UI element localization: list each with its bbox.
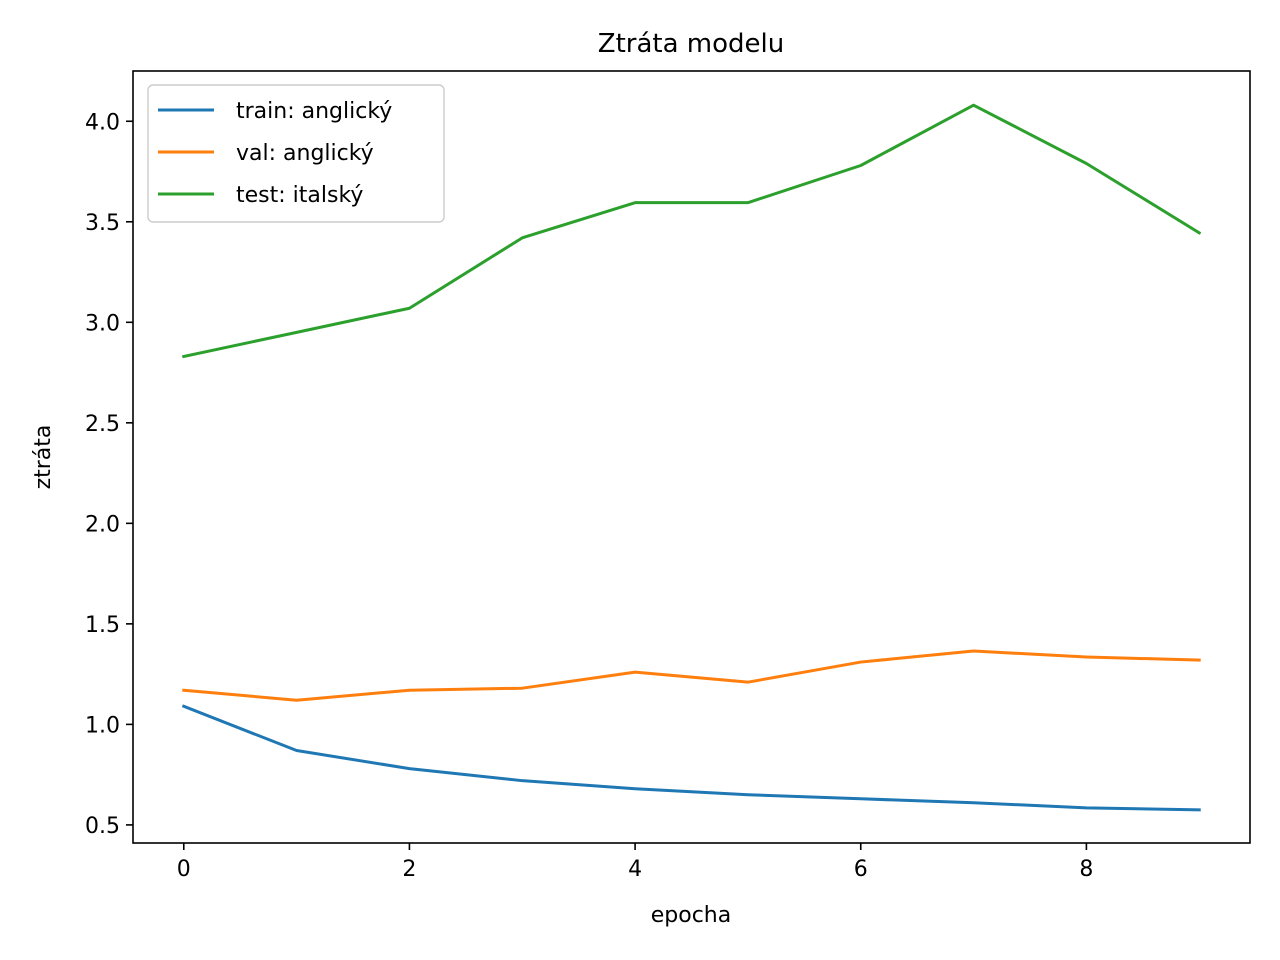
chart-title: Ztráta modelu	[598, 29, 784, 59]
series-line-1	[182, 649, 1201, 702]
x-tick-label: 0	[177, 857, 191, 882]
y-tick-label: 1.5	[85, 613, 120, 638]
y-tick-label: 4.0	[85, 110, 120, 135]
legend-label-0: train: anglický	[236, 99, 392, 124]
x-tick-label: 6	[854, 857, 868, 882]
y-tick-label: 0.5	[85, 814, 120, 839]
y-tick-label: 3.0	[85, 311, 120, 336]
y-axis: 0.5 1.0 1.5 2.0 2.5 3.0 3.5 4.0	[85, 110, 133, 839]
y-tick-label: 1.0	[85, 713, 120, 738]
y-axis-label: ztráta	[31, 425, 56, 490]
series-layer	[181, 103, 1202, 812]
plot-area-frame	[132, 70, 1251, 844]
legend: train: anglický val: anglický test: italsk…	[147, 84, 445, 223]
x-tick-label: 8	[1079, 857, 1093, 882]
legend-label-2: test: italský	[236, 183, 363, 208]
y-tick-label: 2.0	[85, 512, 120, 537]
legend-box	[147, 84, 445, 223]
y-tick-label: 3.5	[85, 211, 120, 236]
legend-label-1: val: anglický	[236, 141, 374, 166]
x-tick-label: 4	[628, 857, 642, 882]
x-tick-label: 2	[402, 857, 416, 882]
series-line-2	[181, 103, 1202, 359]
y-tick-label: 2.5	[85, 412, 120, 437]
x-axis: 0 2 4 6 8	[177, 843, 1093, 882]
x-axis-label: epocha	[651, 903, 731, 928]
series-line-0	[181, 704, 1201, 812]
